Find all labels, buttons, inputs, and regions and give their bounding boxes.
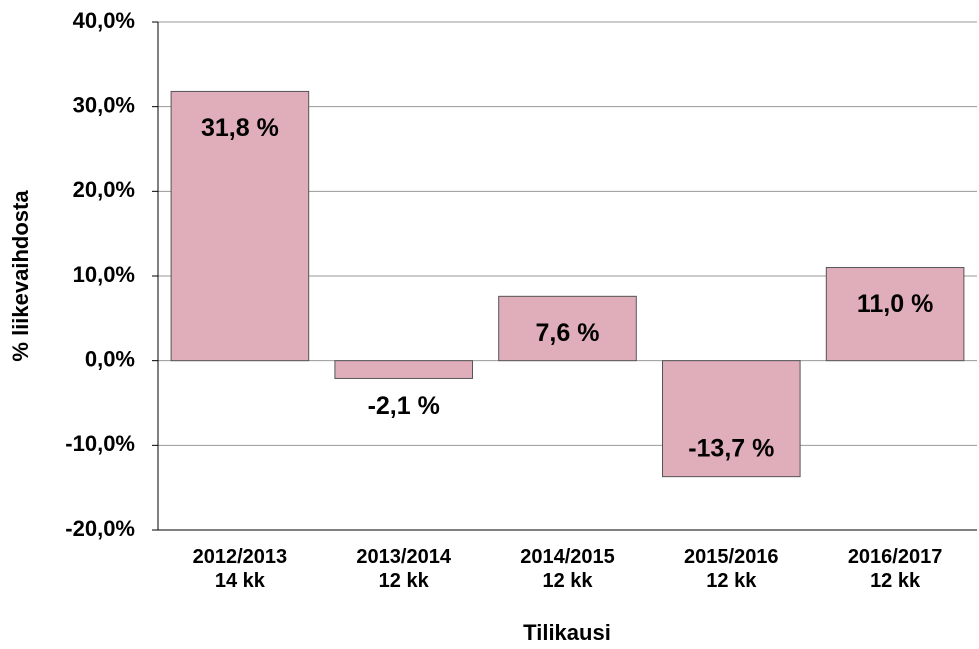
x-tick-label: 2013/2014 12 kk — [356, 546, 451, 592]
y-tick-label: 30,0% — [73, 92, 135, 117]
data-label: -13,7 % — [688, 434, 774, 462]
y-tick-label: 10,0% — [73, 262, 135, 287]
bar — [498, 295, 637, 362]
y-tick-label: -10,0% — [65, 431, 135, 456]
y-tick-label: 20,0% — [73, 177, 135, 202]
x-tick-label: 2016/2017 12 kk — [847, 546, 943, 592]
x-axis-title: Tilikausi — [523, 620, 611, 645]
data-label: 31,8 % — [201, 114, 279, 142]
y-tick-label: -20,0% — [65, 516, 135, 541]
bar — [170, 90, 310, 362]
x-tick-label: 2012/2013 14 kk — [192, 546, 288, 592]
data-label: -2,1 % — [368, 392, 440, 420]
bar — [825, 267, 965, 362]
data-label: 7,6 % — [536, 319, 600, 347]
bar — [662, 360, 801, 478]
data-label: 11,0 % — [857, 290, 933, 318]
y-tick-label: 0,0% — [85, 346, 135, 371]
bar — [334, 360, 473, 379]
x-tick-label: 2014/2015 12 kk — [520, 546, 615, 592]
x-tick-label: 2015/2016 12 kk — [684, 546, 779, 592]
y-axis-title: % liikevaihdosta — [8, 190, 33, 362]
y-tick-label: 40,0% — [73, 8, 135, 33]
